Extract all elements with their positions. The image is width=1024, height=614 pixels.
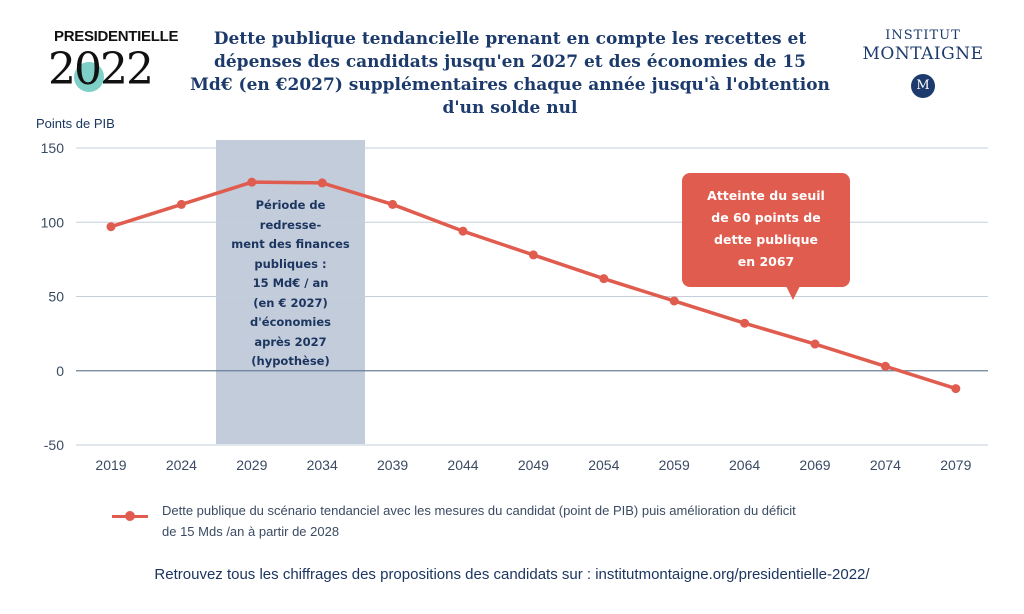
institut-montaigne-logo: INSTITUT MONTAIGNE M xyxy=(858,28,988,98)
x-tick-label: 2079 xyxy=(940,457,971,473)
legend-series-label: Dette publique du scénario tendanciel av… xyxy=(162,503,796,539)
logo-institut-text: INSTITUT xyxy=(885,28,961,43)
y-tick-label: 100 xyxy=(41,214,65,230)
data-point xyxy=(317,178,327,188)
x-tick-label: 2074 xyxy=(870,457,901,473)
data-point xyxy=(951,384,961,394)
shaded-period-band xyxy=(216,140,365,444)
annotation-callout-tail xyxy=(786,286,800,300)
data-point xyxy=(528,250,538,260)
y-axis-label: Points de PIB xyxy=(36,116,115,131)
x-tick-label: 2059 xyxy=(659,457,690,473)
x-tick-label: 2029 xyxy=(236,457,267,473)
logo-year-text: 2022 xyxy=(48,44,154,95)
x-tick-label: 2034 xyxy=(307,457,338,473)
data-point xyxy=(106,222,116,232)
y-tick-label: 150 xyxy=(41,140,65,156)
chart-title: Dette publique tendancielle prenant en c… xyxy=(190,29,830,118)
x-tick-label: 2019 xyxy=(95,457,126,473)
y-tick-label: -50 xyxy=(44,437,64,453)
shaded-period-label: Période de redresse- ment des finances p… xyxy=(231,198,350,368)
x-tick-label: 2054 xyxy=(588,457,619,473)
montaigne-m-icon: M xyxy=(911,74,935,98)
logo-dot-icon xyxy=(74,62,104,92)
logo-montaigne-text: MONTAIGNE xyxy=(862,44,984,64)
x-tick-label: 2064 xyxy=(729,457,760,473)
legend: Dette publique du scénario tendanciel av… xyxy=(112,500,802,542)
data-point xyxy=(247,177,257,187)
legend-line-marker-icon xyxy=(112,506,148,526)
data-point xyxy=(176,199,186,209)
y-tick-label: 50 xyxy=(48,289,64,305)
annotation-callout: Atteinte du seuil de 60 points de dette … xyxy=(682,173,850,287)
data-point xyxy=(458,226,468,236)
x-tick-label: 2049 xyxy=(518,457,549,473)
data-point xyxy=(599,274,609,284)
data-point xyxy=(740,318,750,328)
data-point xyxy=(669,296,679,306)
logo-brand-text: PRESIDENTIELLE xyxy=(54,28,179,45)
x-tick-label: 2039 xyxy=(377,457,408,473)
x-tick-label: 2044 xyxy=(447,457,478,473)
data-point xyxy=(880,361,890,371)
x-tick-label: 2069 xyxy=(799,457,830,473)
presidentielle-2022-logo: PRESIDENTIELLE 2022 xyxy=(44,18,178,110)
data-point xyxy=(388,199,398,209)
data-point xyxy=(810,339,820,349)
footer-source-text: Retrouvez tous les chiffrages des propos… xyxy=(154,566,870,583)
y-tick-label: 0 xyxy=(56,363,64,379)
x-tick-label: 2024 xyxy=(166,457,197,473)
